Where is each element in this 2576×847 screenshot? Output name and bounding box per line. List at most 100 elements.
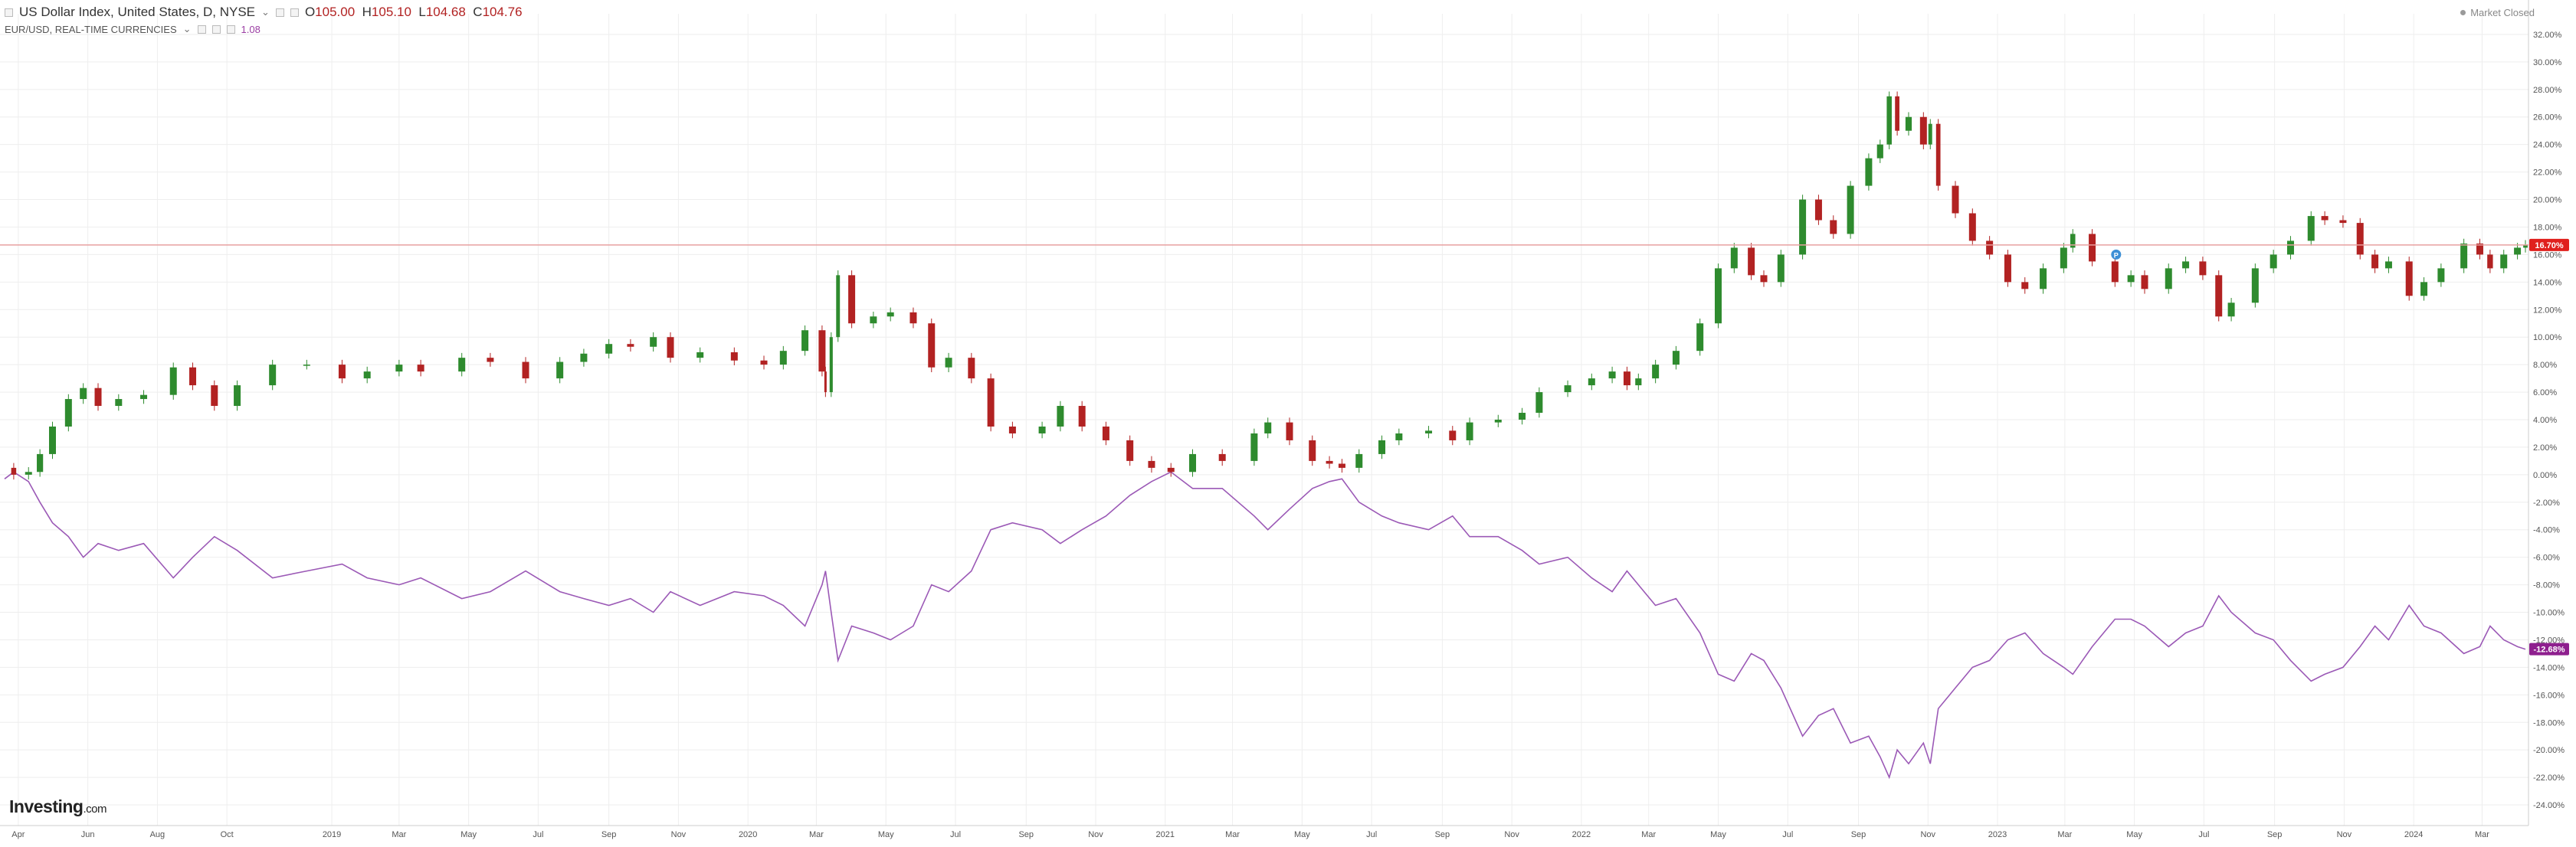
candle-body [1935, 123, 1941, 186]
candle-body [1038, 426, 1046, 433]
x-tick-label: May [1710, 830, 1726, 839]
close-label: C [473, 5, 483, 19]
x-tick-label: 2024 [2404, 830, 2423, 839]
candle-body [1730, 247, 1738, 269]
candle-body [650, 337, 657, 347]
overlay-layer: P 16.70% -12.68% [0, 238, 2569, 656]
candle-body [1338, 463, 1345, 468]
y-tick-label: 2.00% [2533, 443, 2557, 453]
candle-body [2460, 244, 2468, 269]
candle-body [779, 351, 787, 365]
y-tick-label: 30.00% [2533, 58, 2562, 67]
candle-body [824, 371, 827, 393]
candle-body [1309, 440, 1316, 461]
y-tick-label: -6.00% [2533, 554, 2560, 563]
secondary-value: 1.08 [241, 23, 261, 35]
brand-suffix: .com [83, 803, 107, 816]
series-layer[interactable] [4, 91, 2528, 780]
y-tick-label: 28.00% [2533, 86, 2562, 95]
candle-body [1250, 433, 1258, 461]
candle-body [2523, 244, 2528, 248]
candle-body [1148, 460, 1155, 468]
candle-body [1264, 422, 1272, 433]
y-tick-label: 8.00% [2533, 361, 2557, 370]
settings-icon[interactable] [290, 8, 299, 17]
main-series-title[interactable]: US Dollar Index, United States, D, NYSE [19, 5, 256, 19]
candle-body [189, 367, 197, 386]
candle-body [1057, 406, 1064, 427]
candle-body [25, 472, 32, 475]
y-tick-label: 26.00% [2533, 113, 2562, 123]
x-tick-label: 2021 [1156, 830, 1175, 839]
candle-body [1189, 453, 1197, 473]
visibility-toggle-icon[interactable] [197, 25, 206, 34]
y-tick-label: 6.00% [2533, 388, 2557, 397]
candle-body [1876, 144, 1883, 159]
main-price-badge-label: 16.70% [2535, 241, 2564, 250]
y-tick-label: -18.00% [2533, 718, 2565, 728]
candle-body [1952, 185, 1959, 214]
candle-body [801, 330, 809, 352]
candle-body [909, 312, 917, 324]
chevron-down-icon[interactable]: ⌄ [182, 23, 192, 34]
x-tick-label: Aug [150, 830, 166, 839]
candle-body [1777, 254, 1785, 283]
x-tick-label: Jul [1366, 830, 1377, 839]
candle-body [2437, 268, 2445, 283]
y-tick-label: -14.00% [2533, 663, 2565, 672]
candle-body [968, 358, 975, 379]
candle-body [37, 453, 44, 473]
x-tick-label: Sep [1018, 830, 1034, 839]
candle-body [580, 353, 588, 362]
main-series-legend[interactable]: US Dollar Index, United States, D, NYSE … [5, 5, 523, 20]
x-tick-label: 2020 [739, 830, 757, 839]
candle-body [48, 426, 56, 454]
ohlc-values: O105.00 H105.10 L104.68 C104.76 [305, 5, 523, 20]
candle-body [836, 275, 841, 338]
candle-body [667, 337, 674, 358]
x-tick-label: Sep [601, 830, 617, 839]
open-value: 105.00 [315, 5, 356, 19]
candle-body [1449, 430, 1457, 440]
candle-body [1830, 220, 1837, 234]
x-tick-label: 2022 [1572, 830, 1591, 839]
candle-body [696, 352, 704, 358]
x-tick-label: Apr [11, 830, 25, 839]
y-tick-label: 16.00% [2533, 250, 2562, 260]
y-tick-label: -12.00% [2533, 636, 2565, 645]
secondary-series-title[interactable]: EUR/USD, REAL-TIME CURRENCIES [5, 23, 177, 35]
y-tick-label: -8.00% [2533, 581, 2560, 590]
candle-body [1672, 351, 1680, 365]
event-marker-label: P [2114, 251, 2119, 259]
remove-icon[interactable] [226, 25, 235, 34]
candle-body [1494, 420, 1502, 423]
collapse-icon[interactable] [5, 8, 13, 17]
candle-body [1286, 422, 1293, 440]
y-tick-label: 22.00% [2533, 168, 2562, 178]
high-value: 105.10 [371, 5, 411, 19]
candle-body [2251, 268, 2259, 303]
candle-body [2384, 261, 2392, 269]
secondary-series-legend[interactable]: EUR/USD, REAL-TIME CURRENCIES ⌄ 1.08 [5, 23, 261, 35]
x-tick-label: May [460, 830, 477, 839]
main-price-badge-bg [2529, 238, 2569, 251]
brand-logo: Investing.com [9, 796, 107, 817]
visibility-toggle-icon[interactable] [275, 8, 284, 17]
candle-body [1760, 275, 1768, 283]
candle-body [363, 371, 371, 379]
chevron-down-icon[interactable]: ⌄ [261, 6, 270, 18]
candle-body [605, 344, 613, 354]
candle-body [1588, 378, 1595, 386]
open-label: O [304, 5, 316, 19]
candle-body [1167, 467, 1175, 473]
candle-body [1102, 426, 1109, 440]
candle-body [2405, 261, 2413, 296]
y-tick-label: 24.00% [2533, 141, 2562, 150]
y-tick-label: -10.00% [2533, 609, 2565, 618]
x-tick-label: Nov [1920, 830, 1935, 839]
candle-body [2270, 254, 2277, 269]
candle-body [2141, 275, 2148, 289]
settings-icon[interactable] [211, 25, 221, 34]
